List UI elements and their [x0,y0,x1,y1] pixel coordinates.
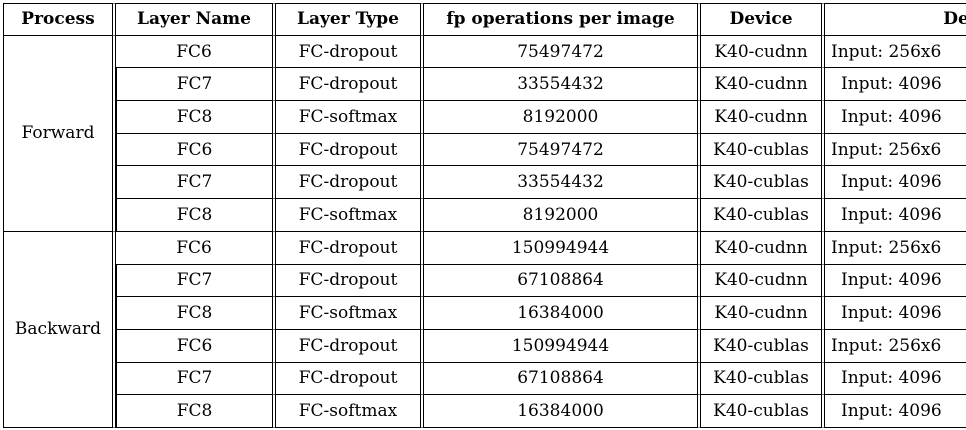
description-cell: Input: 256x6 [825,232,966,265]
device-cell: K40-cudnn [701,231,825,265]
layer-name-cell: FC6 [116,231,276,265]
fp-ops-cell: 33554432 [424,166,701,200]
description-cell: Input: 4096 [825,101,966,134]
layer-name-cell: FC8 [116,297,276,330]
description-cell: Input: 4096 [825,199,966,232]
description-cell: Input: 4096 [825,166,966,200]
layer-type-cell: FC-softmax [276,101,424,134]
fp-ops-cell: 75497472 [424,133,701,167]
description-cell: Input: 4096 [825,68,966,102]
fc-layer-ops-table: Process Layer Name Layer Type fp operati… [3,3,966,428]
table-body: Forward FC6 FC-dropout 75497472 K40-cudnn Inp… [3,35,966,428]
header-fp-operations: fp operations per image [424,3,701,36]
fp-ops-cell: 8192000 [424,199,701,232]
table-row: FC8 FC-softmax 8192000 K40-cublas Input: 409… [3,199,966,232]
device-cell: K40-cudnn [701,264,825,298]
layer-name-cell: FC6 [116,329,276,363]
header-layer-type: Layer Type [276,3,424,36]
layer-name-cell: FC8 [116,395,276,428]
layer-name-cell: FC7 [116,68,276,102]
layer-name-cell: FC8 [116,199,276,232]
table-row: FC7 FC-dropout 33554432 K40-cublas Input: 40… [3,166,966,200]
table-row: Forward FC6 FC-dropout 75497472 K40-cudnn Inp… [3,35,966,232]
table-container: Process Layer Name Layer Type fp operati… [3,3,966,428]
device-cell: K40-cublas [701,166,825,200]
layer-name-cell: FC7 [116,362,276,396]
layer-name-cell: FC6 [116,35,276,69]
layer-name-cell: FC7 [116,166,276,200]
fp-ops-cell: 75497472 [424,35,701,69]
fp-ops-cell: 16384000 [424,297,701,330]
header-row: Process Layer Name Layer Type fp operati… [3,3,966,36]
table-row: FC6 FC-dropout 150994944 K40-cublas Input: 2… [3,329,966,363]
description-cell: Input: 256x6 [825,36,966,69]
device-cell: K40-cudnn [701,101,825,134]
table-header: Process Layer Name Layer Type fp operati… [3,3,966,36]
device-cell: K40-cublas [701,133,825,167]
table-row: FC7 FC-dropout 33554432 K40-cudnn Input: 409… [3,68,966,102]
fp-ops-cell: 150994944 [424,329,701,363]
device-cell: K40-cublas [701,362,825,396]
description-cell: Input: 4096 [825,363,966,396]
table-row: FC8 FC-softmax 16384000 K40-cublas Input: 40… [3,395,966,428]
fp-ops-cell: 8192000 [424,101,701,134]
fp-ops-cell: 67108864 [424,264,701,298]
table-row: FC8 FC-softmax 16384000 K40-cudnn Input: 409… [3,297,966,330]
fp-ops-cell: 150994944 [424,231,701,265]
header-description: Desc [825,3,966,36]
process-cell: Forward [3,35,116,232]
description-cell: Input: 4096 [825,297,966,330]
layer-type-cell: FC-softmax [276,297,424,330]
table-row: FC8 FC-softmax 8192000 K40-cudnn Input: 4096 [3,101,966,134]
layer-name-cell: FC6 [116,133,276,167]
layer-type-cell: FC-dropout [276,133,424,167]
process-cell: Backward [3,231,116,428]
description-cell: Input: 4096 [825,395,966,428]
description-cell: Input: 256x6 [825,330,966,363]
layer-type-cell: FC-dropout [276,264,424,298]
fp-ops-cell: 67108864 [424,362,701,396]
layer-type-cell: FC-dropout [276,231,424,265]
fp-ops-cell: 33554432 [424,68,701,102]
layer-name-cell: FC8 [116,101,276,134]
layer-type-cell: FC-dropout [276,35,424,69]
table-row: FC7 FC-dropout 67108864 K40-cudnn Input: 409… [3,264,966,298]
layer-type-cell: FC-softmax [276,199,424,232]
layer-type-cell: FC-dropout [276,166,424,200]
device-cell: K40-cublas [701,329,825,363]
header-layer-name: Layer Name [116,3,276,36]
device-cell: K40-cudnn [701,68,825,102]
layer-type-cell: FC-softmax [276,395,424,428]
layer-type-cell: FC-dropout [276,68,424,102]
device-cell: K40-cudnn [701,35,825,69]
layer-name-cell: FC7 [116,264,276,298]
header-device: Device [701,3,825,36]
description-cell: Input: 256x6 [825,134,966,167]
fp-ops-cell: 16384000 [424,395,701,428]
table-row: Backward FC6 FC-dropout 150994944 K40-cudnn I… [3,231,966,428]
layer-type-cell: FC-dropout [276,329,424,363]
device-cell: K40-cublas [701,199,825,232]
header-process: Process [3,3,116,36]
device-cell: K40-cudnn [701,297,825,330]
description-cell: Input: 4096 [825,265,966,298]
table-row: FC6 FC-dropout 75497472 K40-cublas Input: 25… [3,133,966,167]
layer-type-cell: FC-dropout [276,362,424,396]
device-cell: K40-cublas [701,395,825,428]
table-row: FC7 FC-dropout 67108864 K40-cublas Input: 40… [3,362,966,396]
